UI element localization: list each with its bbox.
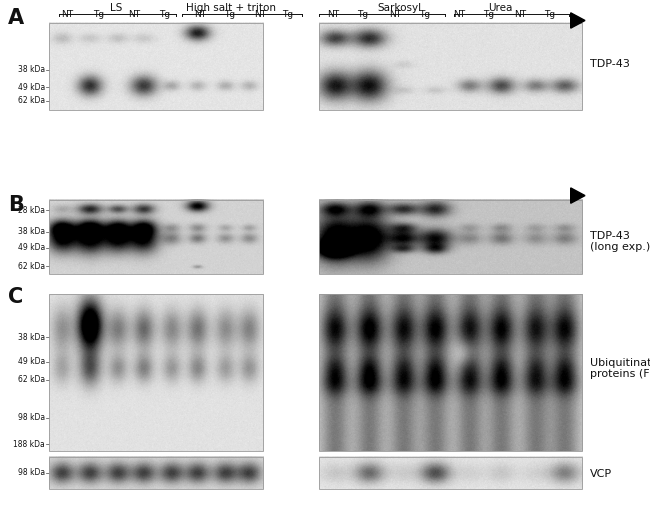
Text: C: C <box>8 287 23 307</box>
Text: Sarkosyl: Sarkosyl <box>378 3 422 13</box>
Text: Tg: Tg <box>483 10 495 19</box>
Text: NT: NT <box>453 10 465 19</box>
Polygon shape <box>571 13 585 28</box>
Text: TDP-43: TDP-43 <box>590 59 630 69</box>
Text: Tg: Tg <box>282 10 294 19</box>
Text: Tg: Tg <box>357 10 369 19</box>
Bar <box>49 23 263 110</box>
Bar <box>318 457 582 489</box>
Text: LS: LS <box>109 3 122 13</box>
Text: NT: NT <box>61 10 73 19</box>
Text: 188 kDa: 188 kDa <box>13 439 45 449</box>
Text: VCP: VCP <box>590 468 612 479</box>
Text: 38 kDa: 38 kDa <box>18 333 45 342</box>
Text: 49 kDa: 49 kDa <box>18 243 45 252</box>
Text: NT: NT <box>194 10 206 19</box>
Bar <box>49 457 263 489</box>
Text: 98 kDa: 98 kDa <box>18 413 45 422</box>
Text: NT: NT <box>254 10 266 19</box>
Bar <box>318 200 582 274</box>
Text: Ubiquitinated
proteins (FK2): Ubiquitinated proteins (FK2) <box>590 358 650 379</box>
Text: 28 kDa: 28 kDa <box>18 206 45 215</box>
Text: Tg: Tg <box>159 10 170 19</box>
Text: 38 kDa: 38 kDa <box>18 227 45 236</box>
Text: NT: NT <box>389 10 401 19</box>
Text: Tg: Tg <box>224 10 235 19</box>
Bar <box>318 294 582 451</box>
Text: B: B <box>8 195 23 215</box>
Text: Tg: Tg <box>543 10 555 19</box>
Text: 62 kDa: 62 kDa <box>18 96 45 105</box>
Text: A: A <box>8 8 24 28</box>
Text: 38 kDa: 38 kDa <box>18 65 45 74</box>
Bar <box>49 294 263 451</box>
Text: 49 kDa: 49 kDa <box>18 357 45 366</box>
Text: Urea: Urea <box>488 3 513 13</box>
Text: Tg: Tg <box>93 10 105 19</box>
Text: High salt + triton: High salt + triton <box>186 3 276 13</box>
Text: 62 kDa: 62 kDa <box>18 375 45 385</box>
Text: Tg: Tg <box>419 10 430 19</box>
Text: 62 kDa: 62 kDa <box>18 262 45 271</box>
Text: NT: NT <box>129 10 140 19</box>
Polygon shape <box>571 188 585 203</box>
Text: 98 kDa: 98 kDa <box>18 468 45 477</box>
Bar <box>318 23 582 110</box>
Text: NT: NT <box>328 10 339 19</box>
Text: TDP-43
(long exp.): TDP-43 (long exp.) <box>590 231 650 252</box>
Bar <box>49 200 263 274</box>
Text: 49 kDa: 49 kDa <box>18 83 45 92</box>
Text: NT: NT <box>514 10 526 19</box>
